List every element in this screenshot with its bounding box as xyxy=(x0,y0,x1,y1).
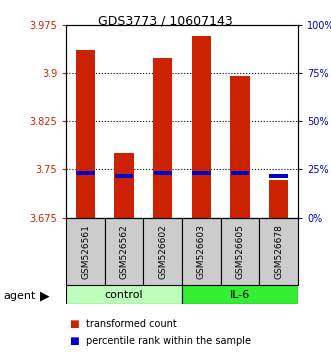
Text: ▶: ▶ xyxy=(40,290,50,302)
Bar xyxy=(182,285,298,304)
Bar xyxy=(221,218,259,285)
Bar xyxy=(269,174,288,178)
Text: GSM526562: GSM526562 xyxy=(119,224,129,279)
Text: GSM526603: GSM526603 xyxy=(197,224,206,279)
Bar xyxy=(143,218,182,285)
Text: ■: ■ xyxy=(70,319,79,329)
Bar xyxy=(76,50,95,218)
Bar xyxy=(76,171,95,175)
Text: GSM526561: GSM526561 xyxy=(81,224,90,279)
Bar xyxy=(231,171,249,175)
Text: percentile rank within the sample: percentile rank within the sample xyxy=(86,336,251,346)
Bar xyxy=(153,58,172,218)
Bar xyxy=(259,218,298,285)
Text: ■: ■ xyxy=(70,336,79,346)
Bar xyxy=(230,76,250,218)
Bar xyxy=(269,180,288,218)
Bar xyxy=(105,218,143,285)
Text: control: control xyxy=(105,290,143,300)
Text: GSM526678: GSM526678 xyxy=(274,224,283,279)
Text: GSM526602: GSM526602 xyxy=(158,224,167,279)
Bar xyxy=(192,171,211,175)
Bar xyxy=(192,36,211,218)
Bar xyxy=(66,285,182,304)
Bar xyxy=(115,174,133,178)
Text: agent: agent xyxy=(3,291,36,301)
Bar xyxy=(66,218,105,285)
Bar xyxy=(182,218,221,285)
Bar xyxy=(115,153,134,218)
Text: GSM526605: GSM526605 xyxy=(235,224,245,279)
Bar xyxy=(154,171,172,175)
Text: transformed count: transformed count xyxy=(86,319,177,329)
Text: GDS3773 / 10607143: GDS3773 / 10607143 xyxy=(98,15,233,28)
Text: IL-6: IL-6 xyxy=(230,290,250,300)
